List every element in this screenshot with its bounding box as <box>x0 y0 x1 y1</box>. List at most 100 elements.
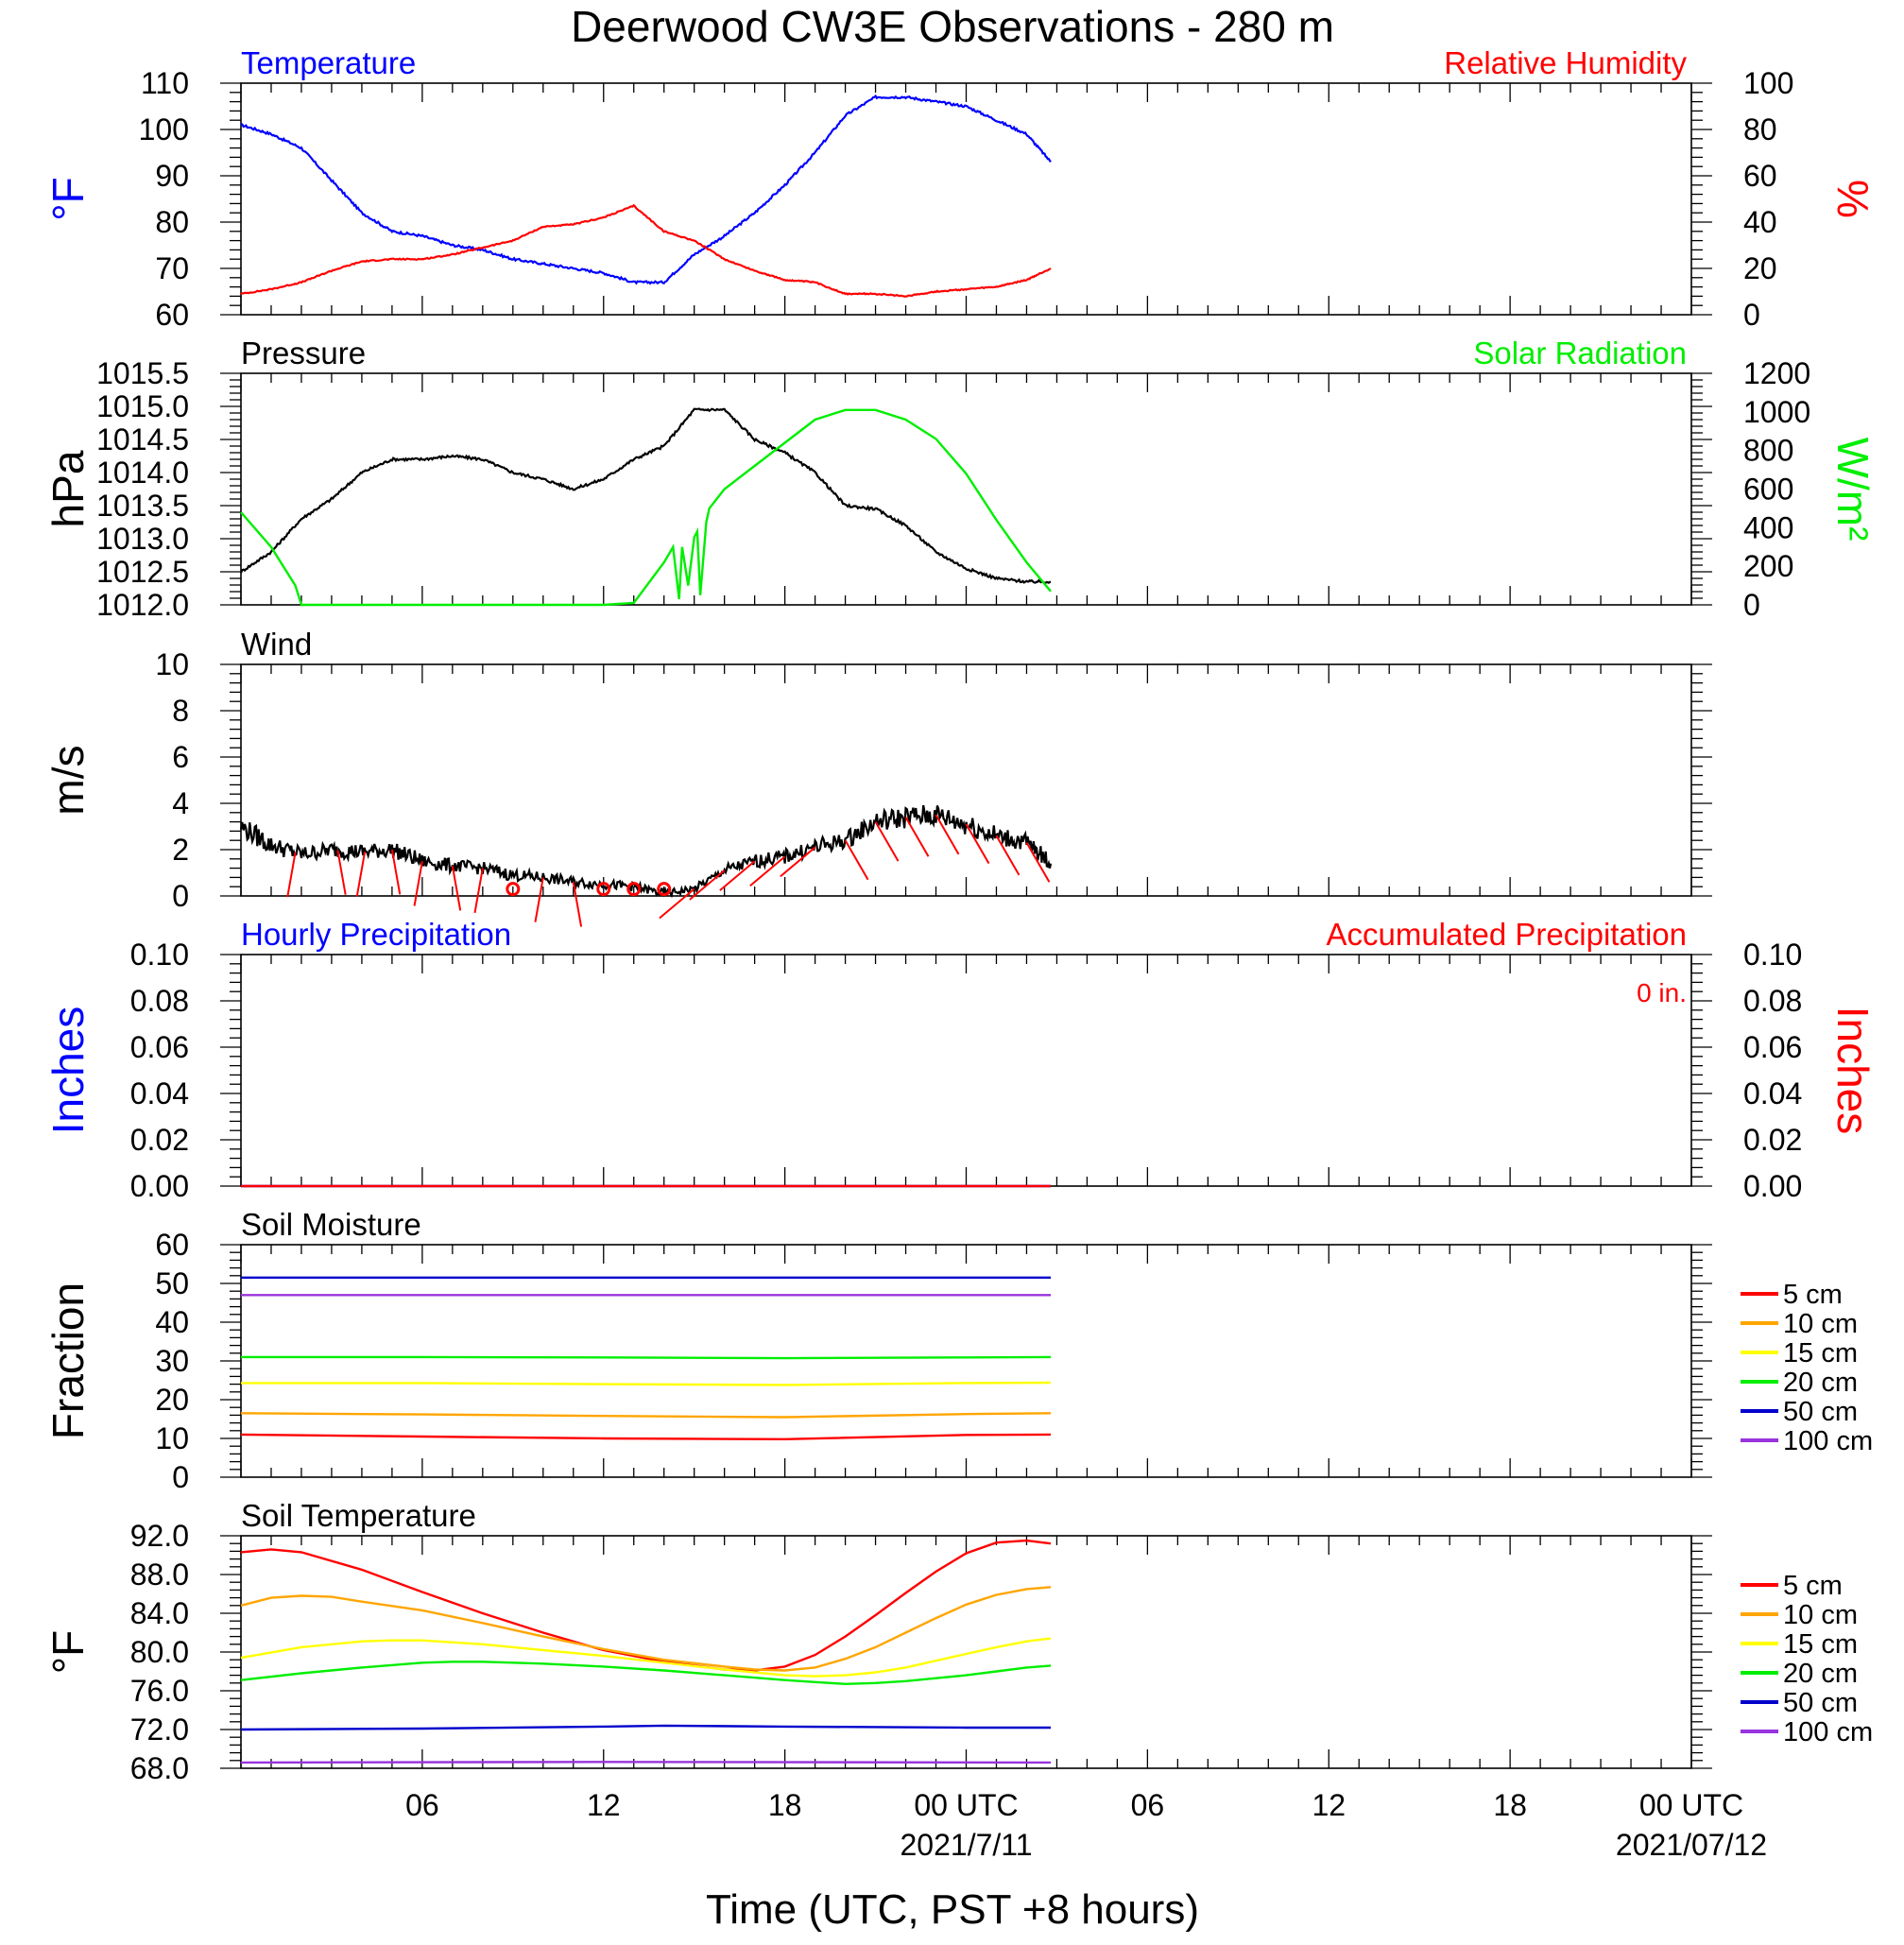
wind-barb <box>659 887 695 920</box>
y-axis-label-right: % <box>1828 180 1878 218</box>
series-line-20-cm <box>241 1355 1052 1360</box>
wind-barb <box>451 865 462 911</box>
legend-entry: 20 cm <box>1783 1659 1858 1689</box>
wind-barb <box>749 855 786 886</box>
legend-entry: 20 cm <box>1783 1368 1858 1398</box>
y-tick-label-right: 0 <box>1743 588 1760 622</box>
series-line-50-cm <box>240 1724 1051 1731</box>
y-tick-label-left: 0.04 <box>130 1076 189 1110</box>
x-tick-label: 18 <box>768 1788 802 1822</box>
chart-title: Deerwood CW3E Observations - 280 m <box>571 2 1334 51</box>
y-tick-label-left: 2 <box>172 833 189 867</box>
legend-entry: 50 cm <box>1783 1397 1858 1427</box>
panel-precip: 0.00 0.02 0.04 0.06 0.08 0.10 0.00 0.02 0.04 0.06… <box>43 917 1878 1203</box>
calm-wind-circle <box>657 882 672 897</box>
legend-entry: 50 cm <box>1783 1688 1858 1718</box>
wind-barb <box>874 821 900 862</box>
precip-total-annotation: 0 in. <box>1637 978 1687 1007</box>
legend-entry: 100 cm <box>1783 1717 1873 1747</box>
y-tick-label-right: 0.10 <box>1743 938 1802 972</box>
wind-barb <box>719 860 756 891</box>
x-tick-label: 18 <box>1493 1788 1527 1822</box>
wind-barb <box>336 850 347 895</box>
wind-barb <box>390 849 402 895</box>
y-tick-label-left: 68.0 <box>130 1751 189 1785</box>
x-tick-label: 12 <box>1312 1788 1346 1822</box>
wind-barb <box>355 852 367 897</box>
y-tick-label-left: 1012.5 <box>96 555 189 589</box>
y-tick-label-right: 40 <box>1743 205 1777 239</box>
y-tick-label-left: 60 <box>155 1228 189 1262</box>
wind-barb <box>286 852 297 898</box>
y-tick-label-left: 100 <box>139 112 189 146</box>
y-tick-label-left: 1014.5 <box>96 422 189 456</box>
y-axis-label-left: m/s <box>43 745 93 815</box>
panel-title-left: Pressure <box>241 336 366 370</box>
series-line-10-cm <box>240 1586 1052 1672</box>
panel-soil_temp: 68.0 72.0 76.0 80.0 84.0 88.0 92.0 Soil Tempera… <box>43 1498 1873 1862</box>
y-axis-label-left: °F <box>43 177 93 221</box>
series-line-temperature <box>240 94 1052 285</box>
y-tick-label-right: 1000 <box>1743 395 1810 429</box>
y-tick-label-left: 84.0 <box>130 1596 189 1630</box>
wind-barb <box>935 814 960 855</box>
y-tick-label-left: 0 <box>172 1460 189 1494</box>
y-tick-label-left: 80.0 <box>130 1635 189 1669</box>
y-tick-label-right: 800 <box>1743 434 1793 468</box>
y-tick-label-left: 0.00 <box>130 1169 189 1203</box>
calm-wind-circle <box>596 882 611 897</box>
y-tick-label-left: 10 <box>155 1421 189 1455</box>
legend-entry: 5 cm <box>1783 1280 1843 1310</box>
series-line-5-cm <box>240 1433 1052 1441</box>
y-tick-label-right: 80 <box>1743 112 1777 146</box>
legend-entry: 10 cm <box>1783 1309 1858 1339</box>
wind-barb <box>689 869 726 901</box>
x-axis-label: Time (UTC, PST +8 hours) <box>706 1886 1199 1933</box>
y-tick-label-left: 6 <box>172 740 189 774</box>
series-line-pressure <box>240 407 1052 584</box>
panel-press_solar: 1012.01012.51013.01013.51014.01014.51015… <box>43 336 1878 622</box>
series-line-10-cm <box>240 1412 1052 1419</box>
y-tick-label-left: 50 <box>155 1266 189 1300</box>
y-tick-label-left: 110 <box>141 66 189 100</box>
y-tick-label-right: 0.08 <box>1743 984 1802 1018</box>
y-tick-label-right: 100 <box>1743 66 1793 100</box>
series-line-relative-humidity <box>240 203 1052 298</box>
y-tick-label-right: 600 <box>1743 473 1793 507</box>
wind-barb <box>995 835 1021 876</box>
y-tick-label-left: 80 <box>155 205 189 239</box>
wind-barb <box>780 846 816 878</box>
x-tick-label: 06 <box>1131 1788 1165 1822</box>
legend-entry: 15 cm <box>1783 1629 1858 1660</box>
y-axis-label-left: Fraction <box>43 1282 93 1439</box>
x-tick-label: 00 UTC <box>1639 1788 1743 1822</box>
y-tick-label-right: 0.04 <box>1743 1076 1802 1110</box>
panel-title-left: Temperature <box>241 45 416 80</box>
legend-entry: 15 cm <box>1783 1338 1858 1368</box>
y-tick-label-left: 0.08 <box>130 984 189 1018</box>
wind-barb <box>473 868 484 914</box>
panel-title-left: Soil Moisture <box>241 1207 421 1242</box>
y-tick-label-left: 20 <box>155 1383 189 1417</box>
y-tick-label-right: 0.00 <box>1743 1169 1802 1203</box>
panel-title-left: Soil Temperature <box>241 1498 476 1533</box>
y-tick-label-right: 400 <box>1743 510 1793 544</box>
panel-temp_rh: 60 70 80 90 100 110 0 20 40 60 80 100 Temperature Rel… <box>43 45 1878 332</box>
series-line-15-cm <box>241 1381 1052 1386</box>
y-axis-label-left: Inches <box>43 1007 93 1135</box>
wind-barb <box>534 877 544 922</box>
y-tick-label-left: 0.10 <box>130 938 189 972</box>
series-line-wind <box>239 804 1053 899</box>
y-tick-label-left: 70 <box>155 251 189 285</box>
panel-title-right: Accumulated Precipitation <box>1326 917 1687 952</box>
legend-entry: 100 cm <box>1783 1426 1873 1456</box>
x-tick-label: 06 <box>405 1788 439 1822</box>
series-line-15-cm <box>240 1637 1052 1678</box>
panel-title-right: Relative Humidity <box>1444 45 1687 80</box>
legend-entry: 5 cm <box>1783 1571 1843 1601</box>
panel-title-left: Wind <box>241 627 312 662</box>
y-axis-label-right: W/m² <box>1828 438 1878 542</box>
panel-wind: 0 2 4 6 8 10 Wind m/s <box>43 627 1712 927</box>
